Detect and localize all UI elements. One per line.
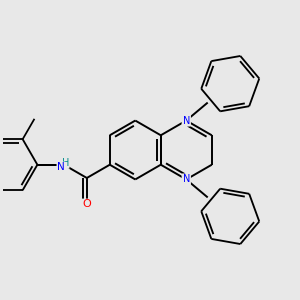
Text: N: N <box>183 116 190 126</box>
Text: O: O <box>82 200 91 209</box>
Text: H: H <box>62 158 69 168</box>
Text: N: N <box>57 162 65 172</box>
Text: N: N <box>183 174 190 184</box>
